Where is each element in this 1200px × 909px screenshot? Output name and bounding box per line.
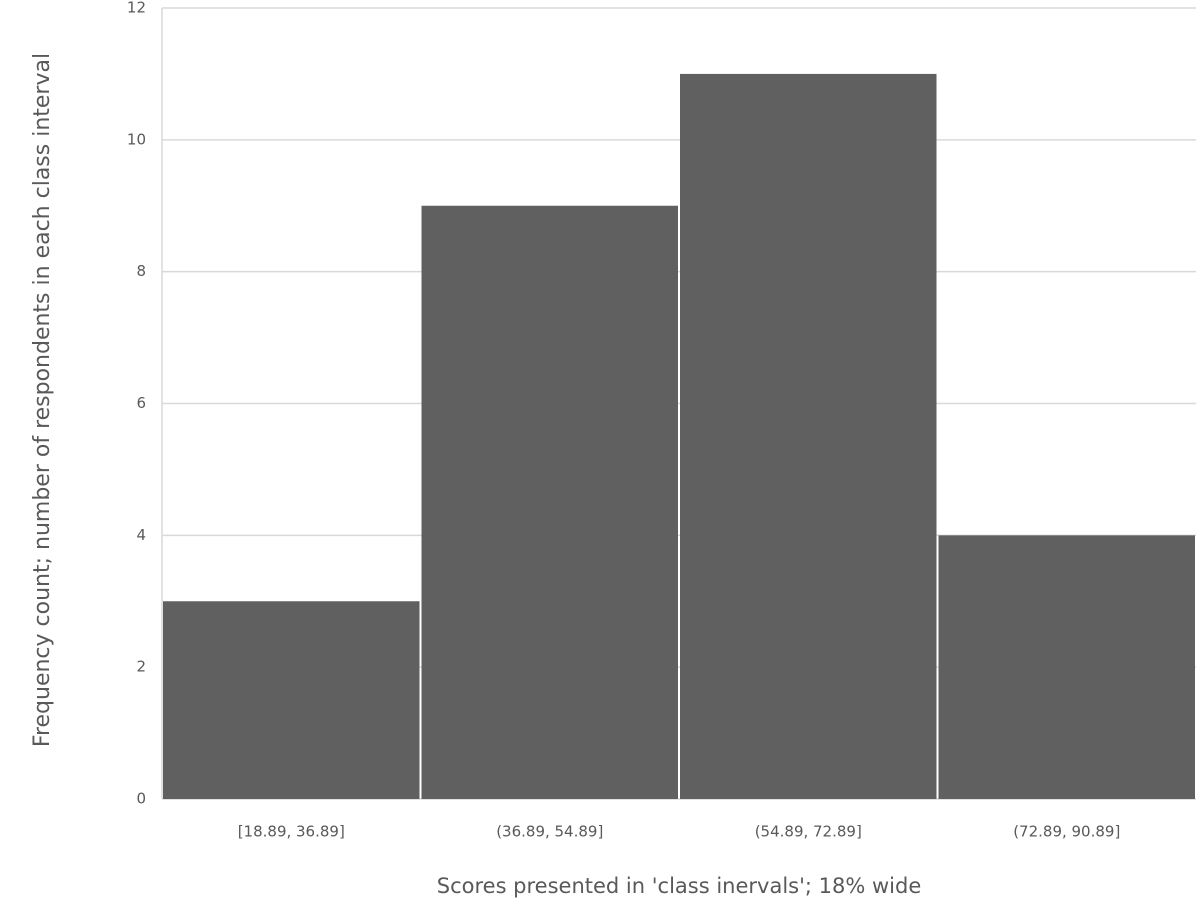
bar (163, 601, 420, 799)
x-tick-label: (72.89, 90.89] (1013, 823, 1120, 841)
y-tick-label: 4 (136, 526, 146, 544)
y-tick-label: 10 (127, 130, 146, 148)
y-tick-label: 0 (136, 790, 146, 808)
x-tick-label: [18.89, 36.89] (238, 823, 345, 841)
y-tick-label: 6 (136, 394, 146, 412)
bar (421, 205, 678, 799)
x-tick-label: (36.89, 54.89] (496, 823, 603, 841)
bar (680, 73, 937, 799)
y-axis-title: Frequency count; number of respondents i… (30, 52, 55, 748)
bar (938, 535, 1195, 799)
y-tick-label: 8 (136, 262, 146, 280)
y-tick-label: 2 (136, 658, 146, 676)
x-axis-title: Scores presented in 'class inervals'; 18… (437, 874, 922, 898)
y-tick-label: 12 (127, 0, 146, 17)
x-tick-label: (54.89, 72.89] (755, 823, 862, 841)
